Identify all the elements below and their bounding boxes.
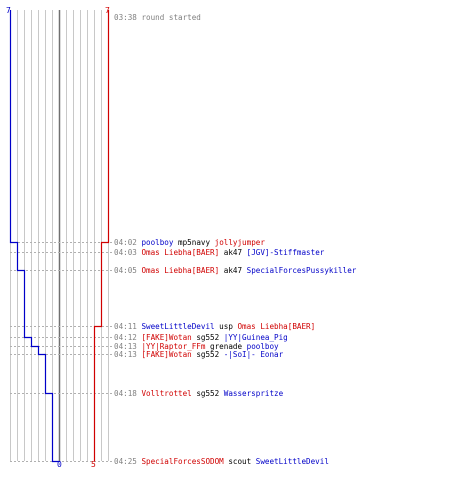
victim-name: poolboy — [246, 341, 279, 351]
killer-name: Volltrottel — [141, 388, 192, 398]
event-time: 04:02 — [114, 237, 137, 247]
blue-end-score: 0 — [57, 460, 62, 469]
event-time: 04:13 — [114, 349, 137, 359]
victim-name: SweetLittleDevil — [255, 456, 329, 466]
killer-name: Omas Liebha[BAER] — [141, 247, 220, 257]
event-time: 04:13 — [114, 341, 137, 351]
killer-name: Omas Liebha[BAER] — [141, 265, 220, 275]
killer-name: SpecialForcesSODOM — [141, 456, 224, 466]
round-message-row: 03:38 round started — [114, 13, 201, 22]
kill-event-row: 04:11 SweetLittleDevil usp Omas Liebha[B… — [114, 322, 315, 331]
killer-name: poolboy — [141, 237, 174, 247]
weapon-name: ak47 — [223, 247, 243, 257]
event-time: 04:11 — [114, 321, 137, 331]
victim-name: SpecialForcesPussykiller — [246, 265, 357, 275]
event-time: 04:05 — [114, 265, 137, 275]
event-time: 04:03 — [114, 247, 137, 257]
kill-event-row: 04:12 [FAKE]Wotan sg552 |YY|Guinea_Pig — [114, 333, 288, 342]
weapon-name: sg552 — [196, 388, 220, 398]
kill-event-row: 04:25 SpecialForcesSODOM scout SweetLitt… — [114, 457, 329, 466]
blue-start-score: 7 — [6, 6, 11, 15]
victim-name: -|SoI|- Eonar — [223, 349, 284, 359]
victim-name: |YY|Guinea_Pig — [223, 332, 288, 342]
victim-name: Omas Liebha[BAER] — [237, 321, 316, 331]
blue-team-line — [9, 10, 61, 463]
weapon-name: ak47 — [223, 265, 243, 275]
event-time: 04:12 — [114, 332, 137, 342]
red-end-score: 5 — [91, 460, 96, 469]
weapon-name: sg552 — [196, 332, 220, 342]
victim-name: jollyjumper — [214, 237, 265, 247]
kill-event-row: 04:13 [FAKE]Wotan sg552 -|SoI|- Eonar — [114, 350, 283, 359]
kill-event-row: 04:18 Volltrottel sg552 Wasserspritze — [114, 389, 283, 398]
weapon-name: grenade — [210, 341, 243, 351]
weapon-name: sg552 — [196, 349, 220, 359]
kill-event-row: 04:13 |YY|Raptor_FFm grenade poolboy — [114, 342, 279, 351]
victim-name: [JGV]-Stiffmaster — [246, 247, 325, 257]
killer-name: SweetLittleDevil — [141, 321, 215, 331]
event-time: 04:18 — [114, 388, 137, 398]
killer-name: [FAKE]Wotan — [141, 332, 192, 342]
kill-event-row: 04:03 Omas Liebha[BAER] ak47 [JGV]-Stiff… — [114, 248, 324, 257]
weapon-name: usp — [219, 321, 233, 331]
weapon-name: mp5navy — [178, 237, 211, 247]
red-start-score: 7 — [105, 6, 110, 15]
red-team-line — [93, 10, 110, 462]
victim-name: Wasserspritze — [223, 388, 284, 398]
kill-event-row: 04:02 poolboy mp5navy jollyjumper — [114, 238, 265, 247]
weapon-name: scout — [228, 456, 252, 466]
killer-name: |YY|Raptor_FFm — [141, 341, 206, 351]
event-time: 03:38 — [114, 12, 137, 22]
killer-name: [FAKE]Wotan — [141, 349, 192, 359]
kill-event-row: 04:05 Omas Liebha[BAER] ak47 SpecialForc… — [114, 266, 356, 275]
event-time: 04:25 — [114, 456, 137, 466]
event-message: round started — [141, 12, 201, 22]
